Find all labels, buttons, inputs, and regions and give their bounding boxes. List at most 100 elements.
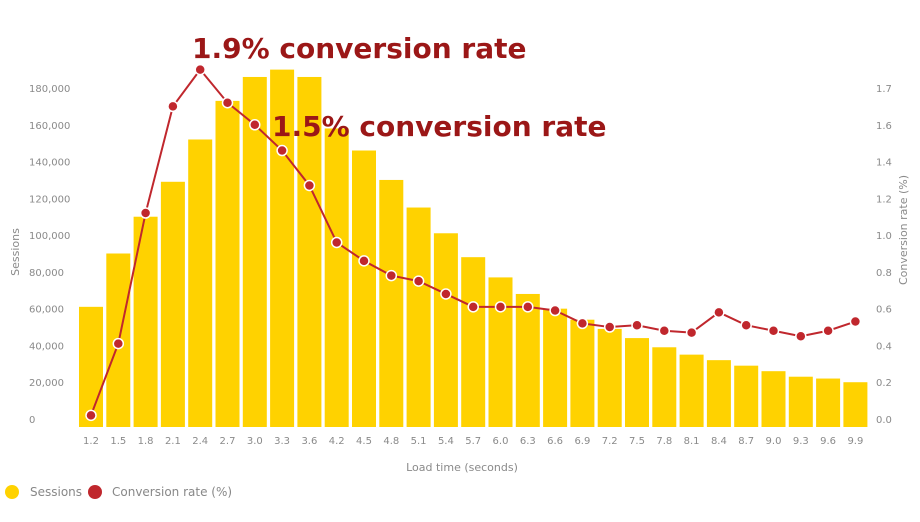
bar-sessions-2.4 bbox=[188, 139, 213, 427]
bar-sessions-1.8 bbox=[133, 216, 158, 427]
point-conversion-8.7 bbox=[740, 319, 752, 331]
point-conversion-1.2 bbox=[85, 409, 97, 422]
x-tick-label: 6.6 bbox=[547, 436, 563, 447]
annotation-secondary: 1.5% conversion rate bbox=[272, 110, 606, 143]
bar-sessions-6.3 bbox=[515, 293, 540, 427]
y-tick-label: 140,000 bbox=[29, 158, 70, 169]
point-conversion-5.4 bbox=[440, 288, 452, 300]
x-tick-label: 4.2 bbox=[329, 436, 345, 447]
x-tick-label: 8.1 bbox=[684, 436, 700, 447]
y-tick-label: 40,000 bbox=[29, 341, 64, 352]
legend-conversion-swatch bbox=[88, 485, 102, 499]
x-tick-label: 5.4 bbox=[438, 436, 454, 447]
x-tick-label: 3.6 bbox=[301, 436, 317, 447]
legend-sessions-swatch bbox=[5, 485, 19, 499]
legend-sessions-label: Sessions bbox=[30, 485, 82, 499]
bar-sessions-4.5 bbox=[352, 150, 376, 427]
y-tick-label: 160,000 bbox=[29, 121, 70, 132]
x-tick-label: 9.6 bbox=[820, 436, 836, 447]
x-tick-label: 3.3 bbox=[274, 436, 290, 447]
bar-sessions-1.2 bbox=[79, 306, 103, 427]
point-conversion-4.2 bbox=[330, 236, 343, 249]
point-conversion-9.0 bbox=[767, 324, 780, 337]
y2-tick-label: 1.6 bbox=[876, 121, 892, 132]
bar-sessions-6.6 bbox=[543, 308, 568, 427]
x-tick-label: 6.0 bbox=[493, 436, 509, 447]
x-tick-label: 9.9 bbox=[847, 436, 863, 447]
point-conversion-9.3 bbox=[795, 330, 807, 342]
y-tick-label: 120,000 bbox=[29, 194, 70, 205]
bar-sessions-8.1 bbox=[679, 354, 704, 427]
bar-sessions-9.6 bbox=[816, 378, 841, 427]
y-axis-title: Sessions bbox=[9, 228, 22, 276]
x-tick-label: 1.8 bbox=[138, 436, 154, 447]
y-tick-label: 80,000 bbox=[29, 268, 64, 279]
point-conversion-6.9 bbox=[576, 317, 589, 330]
point-conversion-7.5 bbox=[631, 319, 643, 331]
point-conversion-7.2 bbox=[603, 321, 616, 333]
point-conversion-2.4 bbox=[194, 63, 206, 76]
x-tick-label: 1.2 bbox=[83, 436, 99, 447]
point-conversion-5.7 bbox=[467, 301, 479, 313]
point-conversion-2.7 bbox=[221, 96, 234, 109]
x-tick-label: 5.7 bbox=[465, 436, 481, 447]
y2-tick-label: 1.4 bbox=[876, 158, 892, 169]
bar-sessions-2.1 bbox=[160, 181, 185, 427]
bar-sessions-7.8 bbox=[652, 347, 677, 427]
bar-sessions-4.2 bbox=[324, 128, 349, 427]
bar-sessions-9.0 bbox=[761, 371, 786, 427]
x-tick-label: 7.5 bbox=[629, 436, 645, 447]
x-tick-label: 4.8 bbox=[383, 436, 399, 447]
y2-tick-label: 0.4 bbox=[876, 341, 892, 352]
y2-tick-label: 0.2 bbox=[876, 378, 892, 389]
x-tick-label: 8.7 bbox=[738, 436, 754, 447]
bar-sessions-6.0 bbox=[488, 277, 513, 427]
bar-sessions-9.9 bbox=[843, 382, 868, 427]
y2-tick-label: 1.7 bbox=[876, 84, 892, 95]
point-conversion-1.5 bbox=[112, 337, 125, 350]
x-tick-label: 6.3 bbox=[520, 436, 536, 447]
point-conversion-6.3 bbox=[522, 301, 534, 313]
point-conversion-3.6 bbox=[303, 179, 316, 192]
x-tick-label: 5.1 bbox=[411, 436, 427, 447]
annotation-peak: 1.9% conversion rate bbox=[192, 32, 526, 65]
point-conversion-6.0 bbox=[494, 301, 507, 313]
point-conversion-6.6 bbox=[549, 304, 561, 317]
point-conversion-9.6 bbox=[822, 324, 834, 337]
point-conversion-8.1 bbox=[685, 326, 698, 339]
bar-sessions-5.4 bbox=[433, 233, 458, 427]
y2-tick-label: 1.0 bbox=[876, 231, 892, 242]
bar-sessions-8.7 bbox=[734, 365, 759, 427]
bar-sessions-5.1 bbox=[406, 207, 431, 427]
point-conversion-8.4 bbox=[713, 306, 725, 319]
y-tick-label: 100,000 bbox=[29, 231, 70, 242]
legend-conversion-label: Conversion rate (%) bbox=[112, 485, 232, 499]
bar-sessions-5.7 bbox=[461, 257, 486, 427]
point-conversion-2.1 bbox=[167, 100, 179, 113]
x-tick-label: 9.0 bbox=[766, 436, 782, 447]
bar-sessions-2.7 bbox=[215, 100, 240, 427]
y2-tick-label: 1.2 bbox=[876, 194, 892, 205]
bar-sessions-7.2 bbox=[597, 328, 622, 427]
bar-sessions-9.3 bbox=[788, 376, 813, 427]
x-tick-label: 1.5 bbox=[110, 436, 126, 447]
y-tick-label: 20,000 bbox=[29, 378, 64, 389]
x-tick-label: 2.7 bbox=[220, 436, 236, 447]
y2-axis-title: Conversion rate (%) bbox=[897, 175, 910, 285]
x-tick-label: 8.4 bbox=[711, 436, 727, 447]
x-tick-label: 7.8 bbox=[656, 436, 672, 447]
y2-tick-label: 0.8 bbox=[876, 268, 892, 279]
point-conversion-5.1 bbox=[412, 275, 425, 287]
point-conversion-1.8 bbox=[139, 207, 152, 219]
point-conversion-4.8 bbox=[385, 269, 398, 282]
y-tick-label: 180,000 bbox=[29, 84, 70, 95]
x-tick-label: 9.3 bbox=[793, 436, 809, 447]
bar-sessions-3.3 bbox=[270, 69, 295, 427]
bar-sessions-4.8 bbox=[379, 179, 404, 427]
y2-tick-label: 0.0 bbox=[876, 415, 892, 426]
point-conversion-4.5 bbox=[358, 255, 370, 267]
point-conversion-7.8 bbox=[658, 324, 671, 337]
point-conversion-9.9 bbox=[849, 315, 862, 328]
x-tick-label: 3.0 bbox=[247, 436, 263, 447]
